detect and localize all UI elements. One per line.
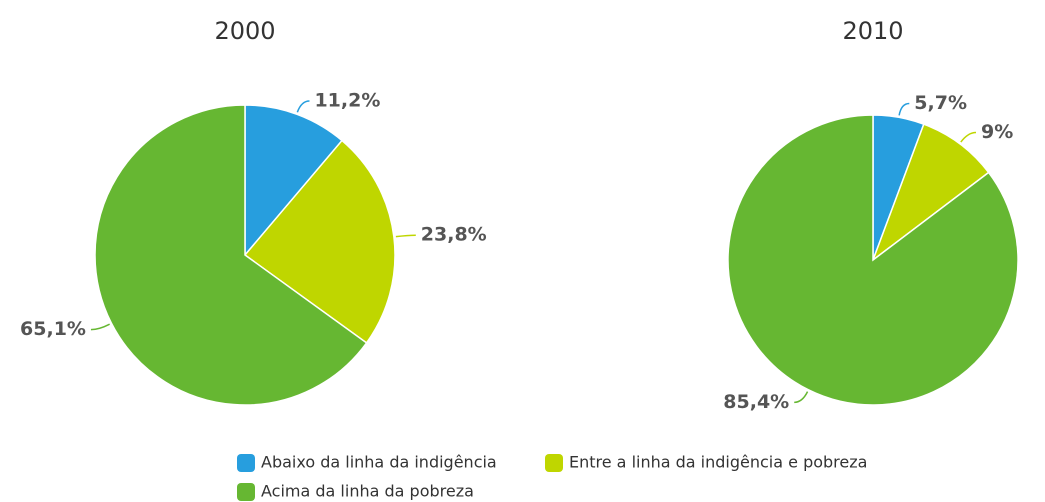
data-label: 85,4% [723,391,789,413]
data-label: 23,8% [421,224,487,246]
legend-swatch [545,454,563,472]
data-label: 5,7% [914,92,967,114]
leader-line [898,102,910,116]
leader-line [794,391,809,404]
leader-line [395,234,416,238]
leader-line [296,100,310,113]
pie-slice [94,104,368,406]
legend-label: Entre a linha da indigência e pobreza [569,453,867,472]
legend-label: Acima da linha da pobreza [261,482,474,501]
legend-swatch [237,454,255,472]
chart-title: 2010 [842,17,903,45]
legend-swatch [237,483,255,501]
pie-slice [727,114,1019,406]
data-label: 65,1% [20,318,86,340]
pie-slice [243,139,396,344]
pie-slice [871,123,990,263]
data-label: 11,2% [314,90,380,112]
leader-line [960,131,977,143]
data-label: 9% [981,121,1013,143]
legend-label: Abaixo da linha da indigência [261,453,497,472]
chart-title: 2000 [214,17,275,45]
leader-line [90,323,110,331]
pie-slice [244,104,344,258]
